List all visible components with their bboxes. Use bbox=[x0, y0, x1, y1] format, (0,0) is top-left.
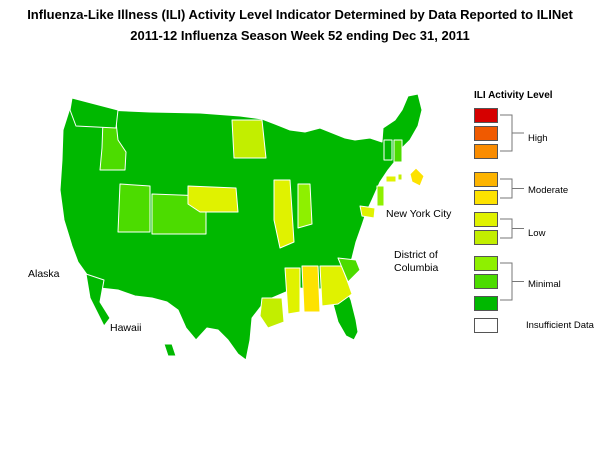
state-illinois bbox=[273, 179, 295, 249]
legend-swatch-3 bbox=[474, 144, 498, 159]
legend-swatch-8 bbox=[474, 256, 498, 271]
legend-swatch-6 bbox=[474, 212, 498, 227]
legend-swatch-10 bbox=[474, 296, 498, 311]
legend-swatch-2 bbox=[474, 126, 498, 141]
state-hawaii bbox=[163, 343, 177, 357]
legend-swatch-4 bbox=[474, 172, 498, 187]
legend-bracket-4 bbox=[500, 262, 524, 301]
dc-label-line1: District of bbox=[394, 249, 438, 261]
legend-label-low: Low bbox=[528, 228, 546, 239]
legend-bracket-3 bbox=[500, 218, 524, 239]
state-alabama bbox=[301, 265, 321, 313]
map-title: Influenza-Like Illness (ILI) Activity Le… bbox=[27, 7, 573, 22]
legend-bracket-2 bbox=[500, 178, 524, 199]
dc-label-line2: Columbia bbox=[394, 262, 439, 274]
legend-title: ILI Activity Level bbox=[474, 90, 553, 101]
state-indiana bbox=[297, 183, 313, 229]
state-washington bbox=[69, 97, 119, 129]
state-nebraska bbox=[187, 185, 239, 213]
state-new-jersey bbox=[376, 185, 385, 207]
nyc-label: New York City bbox=[386, 208, 452, 220]
legend-label-minimal: Minimal bbox=[528, 279, 561, 290]
state-utah bbox=[117, 183, 151, 233]
map-subtitle: 2011-12 Influenza Season Week 52 ending … bbox=[130, 28, 470, 43]
legend-swatch-9 bbox=[474, 274, 498, 289]
state-dc-inset bbox=[377, 225, 387, 235]
state-new-hampshire bbox=[393, 139, 403, 163]
state-nyc-inset bbox=[409, 167, 425, 187]
state-maryland bbox=[359, 205, 376, 219]
state-georgia bbox=[319, 265, 353, 307]
state-louisiana bbox=[259, 297, 285, 329]
state-minnesota bbox=[231, 119, 267, 159]
alaska-label: Alaska bbox=[28, 268, 60, 280]
legend-swatch-11 bbox=[474, 318, 498, 333]
legend-label-moderate: Moderate bbox=[528, 185, 569, 196]
state-south-carolina bbox=[337, 257, 361, 283]
state-rhode-island bbox=[397, 173, 403, 181]
legend-swatch-1 bbox=[474, 108, 498, 123]
state-vermont bbox=[383, 139, 393, 161]
state-alaska bbox=[85, 273, 111, 327]
legend-swatch-5 bbox=[474, 190, 498, 205]
state-connecticut bbox=[385, 175, 397, 183]
state-mississippi bbox=[284, 267, 301, 315]
hawaii-label: Hawaii bbox=[110, 322, 142, 334]
legend-swatch-7 bbox=[474, 230, 498, 245]
legend-bracket-1 bbox=[500, 114, 524, 152]
legend-label-high: High bbox=[528, 133, 548, 144]
legend-label-insufficient: Insufficient Data bbox=[526, 320, 594, 331]
